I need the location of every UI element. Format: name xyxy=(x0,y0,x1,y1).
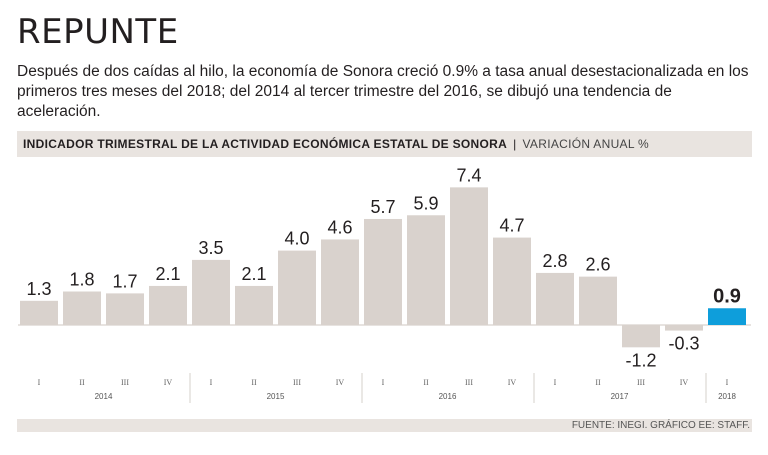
data-label-14: -1.2 xyxy=(625,350,656,370)
data-label-3: 2.1 xyxy=(155,264,180,284)
quarter-label-8: I xyxy=(382,378,385,387)
source-bar: FUENTE: INEGI. GRÁFICO EE: STAFF. xyxy=(17,419,752,432)
bar-3 xyxy=(149,285,187,325)
bar-15 xyxy=(665,325,703,331)
bar-2 xyxy=(106,293,144,325)
bar-9 xyxy=(407,215,445,325)
data-label-13: 2.6 xyxy=(585,255,610,275)
source-note: FUENTE: INEGI. GRÁFICO EE: STAFF. xyxy=(571,420,750,431)
bar-8 xyxy=(364,218,402,325)
quarter-label-16: I xyxy=(726,378,729,387)
quarter-label-2: III xyxy=(121,378,129,387)
chart-header-separator: | xyxy=(513,137,517,151)
quarter-label-9: II xyxy=(423,378,429,387)
bar-11 xyxy=(493,237,531,325)
subtitle: Después de dos caídas al hilo, la econom… xyxy=(17,63,749,120)
data-label-5: 2.1 xyxy=(241,264,266,284)
bar-1 xyxy=(63,291,101,325)
data-label-0: 1.3 xyxy=(26,279,51,299)
data-label-9: 5.9 xyxy=(413,193,438,213)
quarter-label-4: I xyxy=(210,378,213,387)
year-label-2016: 2016 xyxy=(439,392,457,401)
bar-5 xyxy=(235,285,273,325)
page-title: REPUNTE xyxy=(17,12,179,52)
bar-13 xyxy=(579,276,617,325)
bar-10 xyxy=(450,187,488,325)
bar-7 xyxy=(321,239,359,325)
data-label-10: 7.4 xyxy=(456,165,481,185)
bar-12 xyxy=(536,272,574,325)
quarter-label-0: I xyxy=(38,378,41,387)
year-label-2014: 2014 xyxy=(95,392,113,401)
quarter-label-10: III xyxy=(465,378,473,387)
data-label-7: 4.6 xyxy=(327,217,352,237)
year-label-2015: 2015 xyxy=(267,392,285,401)
quarter-label-15: IV xyxy=(680,378,689,387)
data-label-2: 1.7 xyxy=(112,271,137,291)
data-label-16: 0.9 xyxy=(713,285,741,307)
chart-title: INDICADOR TRIMESTRAL DE LA ACTIVIDAD ECO… xyxy=(23,137,508,151)
chart-unit: VARIACIÓN ANUAL % xyxy=(522,137,649,151)
data-label-15: -0.3 xyxy=(668,334,699,354)
data-label-1: 1.8 xyxy=(69,270,94,290)
bar-4 xyxy=(192,259,230,325)
data-label-8: 5.7 xyxy=(370,197,395,217)
quarter-label-6: III xyxy=(293,378,301,387)
data-label-4: 3.5 xyxy=(198,238,223,258)
data-label-12: 2.8 xyxy=(542,251,567,271)
bar-chart: 1.3I1.8II1.7III2.1IV3.5I2.1II4.0III4.6IV… xyxy=(18,165,751,403)
data-label-11: 4.7 xyxy=(499,216,524,236)
bar-14 xyxy=(622,325,660,348)
quarter-label-13: II xyxy=(595,378,601,387)
quarter-label-3: IV xyxy=(164,378,173,387)
quarter-label-12: I xyxy=(554,378,557,387)
year-label-2018: 2018 xyxy=(718,392,736,401)
quarter-label-5: II xyxy=(251,378,257,387)
data-label-6: 4.0 xyxy=(284,229,309,249)
chart-header: INDICADOR TRIMESTRAL DE LA ACTIVIDAD ECO… xyxy=(17,131,752,157)
year-label-2017: 2017 xyxy=(611,392,629,401)
bar-6 xyxy=(278,250,316,325)
quarter-label-7: IV xyxy=(336,378,345,387)
quarter-label-11: IV xyxy=(508,378,517,387)
bar-0 xyxy=(20,300,58,325)
quarter-label-14: III xyxy=(637,378,645,387)
bar-16 xyxy=(708,308,746,325)
quarter-label-1: II xyxy=(79,378,85,387)
